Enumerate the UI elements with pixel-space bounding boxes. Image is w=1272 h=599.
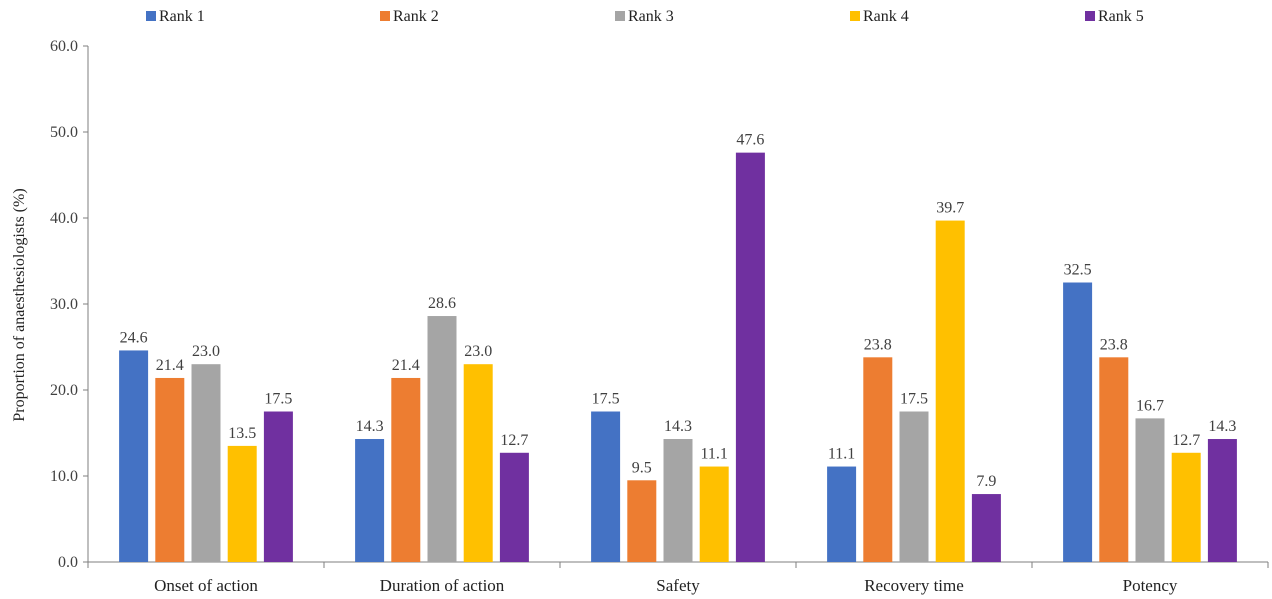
- x-tick-label: Safety: [656, 576, 700, 595]
- legend-swatch: [146, 11, 156, 21]
- data-label: 23.8: [1100, 336, 1128, 353]
- data-label: 21.4: [156, 357, 184, 374]
- y-tick-label: 60.0: [50, 38, 78, 55]
- data-label: 17.5: [900, 391, 928, 408]
- data-labels: 24.6 21.4 23.0 13.5 17.5 14.3 21.4 28.6 23.0 12.7…: [120, 132, 1237, 490]
- bar: [1063, 282, 1093, 562]
- bar: [119, 350, 149, 562]
- legend-label: Rank 3: [628, 8, 674, 25]
- data-label: 17.5: [264, 391, 292, 408]
- y-axis: 0.0 10.0 20.0 30.0 40.0 50.0 60.0: [50, 38, 89, 571]
- data-label: 24.6: [120, 329, 148, 346]
- y-tick-label: 0.0: [58, 554, 78, 571]
- y-tick-label: 10.0: [50, 468, 78, 485]
- x-tick-label: Recovery time: [864, 576, 964, 595]
- x-axis: Onset of action Duration of action Safety R…: [87, 561, 1269, 595]
- data-label: 32.5: [1064, 262, 1092, 279]
- data-label: 14.3: [1208, 418, 1236, 435]
- y-tick-label: 50.0: [50, 124, 78, 141]
- x-tick-label: Duration of action: [380, 576, 505, 595]
- data-label: 28.6: [428, 295, 456, 312]
- bar: [191, 364, 221, 562]
- legend-label: Rank 4: [863, 8, 909, 25]
- legend-label: Rank 2: [393, 8, 439, 25]
- bar: [355, 439, 385, 562]
- data-label: 13.5: [228, 425, 256, 442]
- bar: [1207, 439, 1237, 562]
- data-label: 12.7: [500, 432, 528, 449]
- data-label: 11.1: [828, 446, 855, 463]
- bar: [899, 411, 929, 562]
- bar: [971, 494, 1001, 562]
- data-label: 14.3: [664, 418, 692, 435]
- data-label: 11.1: [700, 446, 727, 463]
- bar: [735, 152, 765, 562]
- data-label: 12.7: [1172, 432, 1200, 449]
- data-label: 23.0: [192, 343, 220, 360]
- x-tick-label: Potency: [1123, 576, 1178, 595]
- legend: Rank 1 Rank 2 Rank 3 Rank 4 Rank 5: [146, 8, 1144, 25]
- y-tick-label: 30.0: [50, 296, 78, 313]
- data-label: 21.4: [392, 357, 420, 374]
- data-label: 17.5: [592, 391, 620, 408]
- bars: [119, 152, 1237, 562]
- bar: [627, 480, 657, 562]
- bar: [499, 452, 529, 562]
- bar: [1171, 452, 1201, 562]
- data-label: 7.9: [976, 473, 996, 490]
- bar: [1135, 418, 1165, 562]
- bar: [663, 439, 693, 562]
- data-label: 9.5: [632, 459, 652, 476]
- bar: [591, 411, 621, 562]
- bar: [155, 377, 185, 562]
- bar: [391, 377, 421, 562]
- legend-label: Rank 5: [1098, 8, 1144, 25]
- data-label: 39.7: [936, 200, 964, 217]
- data-label: 47.6: [736, 132, 764, 149]
- bar: [1099, 357, 1129, 562]
- bar: [463, 364, 493, 562]
- legend-swatch: [380, 11, 390, 21]
- legend-label: Rank 1: [159, 8, 205, 25]
- data-label: 23.0: [464, 343, 492, 360]
- bar: [427, 316, 457, 562]
- bar: [263, 411, 293, 562]
- data-label: 23.8: [864, 336, 892, 353]
- bar: [227, 445, 257, 562]
- legend-swatch: [615, 11, 625, 21]
- bar: [935, 220, 965, 562]
- y-axis-label: Proportion of anaesthesiologists (%): [11, 188, 28, 421]
- bar: [863, 357, 893, 562]
- x-tick-label: Onset of action: [154, 576, 258, 595]
- data-label: 16.7: [1136, 397, 1164, 414]
- y-tick-label: 20.0: [50, 382, 78, 399]
- bar: [827, 466, 857, 562]
- legend-swatch: [850, 11, 860, 21]
- bar: [699, 466, 729, 562]
- y-tick-label: 40.0: [50, 210, 78, 227]
- data-label: 14.3: [356, 418, 384, 435]
- legend-swatch: [1085, 11, 1095, 21]
